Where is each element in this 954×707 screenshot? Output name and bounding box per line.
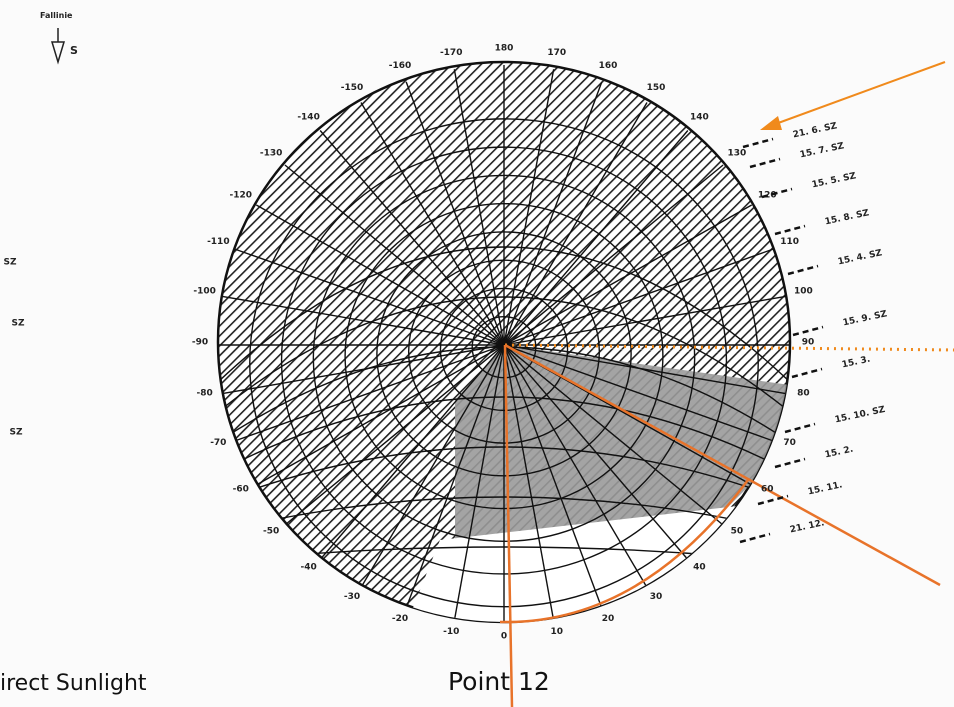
azimuth-label: 20	[602, 614, 615, 624]
compass-direction: S	[70, 44, 78, 57]
azimuth-label: -20	[392, 614, 408, 624]
azimuth-label: -170	[440, 48, 463, 58]
azimuth-label: -60	[233, 485, 249, 495]
azimuth-label: -130	[260, 149, 283, 159]
azimuth-label: 0	[501, 632, 507, 642]
azimuth-label: -70	[210, 438, 226, 448]
azimuth-label: 160	[599, 61, 618, 71]
azimuth-label: 140	[690, 112, 709, 122]
azimuth-label: -140	[297, 112, 320, 122]
azimuth-label: 110	[780, 237, 799, 247]
azimuth-label: -30	[344, 592, 360, 602]
side-label: SZ	[9, 428, 22, 438]
side-label: SZ	[11, 319, 24, 329]
azimuth-label: -100	[193, 286, 216, 296]
azimuth-label: 170	[547, 48, 566, 58]
azimuth-label: 10	[551, 627, 564, 637]
azimuth-label: -50	[263, 526, 279, 536]
azimuth-label: 80	[797, 389, 810, 399]
compass-label: Fallinie	[40, 11, 73, 20]
azimuth-label: 30	[650, 592, 663, 602]
azimuth-label: 180	[495, 44, 514, 54]
azimuth-label: 150	[647, 83, 666, 93]
azimuth-label: -80	[196, 389, 212, 399]
azimuth-label: -90	[192, 338, 208, 348]
azimuth-label: 130	[727, 149, 746, 159]
caption: Point 12	[448, 667, 550, 696]
footer-text: irect Sunlight	[0, 671, 147, 696]
azimuth-label: 90	[802, 338, 815, 348]
azimuth-label: -10	[443, 627, 459, 637]
sun-path-diagram: Fallinie S Point 12 irect Sunlight -170 -…	[0, 0, 954, 707]
azimuth-label: 40	[693, 563, 706, 573]
azimuth-label: 100	[794, 286, 813, 296]
side-label: SZ	[3, 258, 16, 268]
azimuth-label: -150	[341, 83, 364, 93]
azimuth-label: -40	[300, 563, 316, 573]
azimuth-label: 50	[731, 526, 744, 536]
azimuth-label: -110	[207, 237, 230, 247]
azimuth-label: -120	[229, 191, 252, 201]
azimuth-label: -160	[389, 61, 412, 71]
azimuth-label: 70	[783, 438, 796, 448]
azimuth-label: 60	[761, 485, 774, 495]
